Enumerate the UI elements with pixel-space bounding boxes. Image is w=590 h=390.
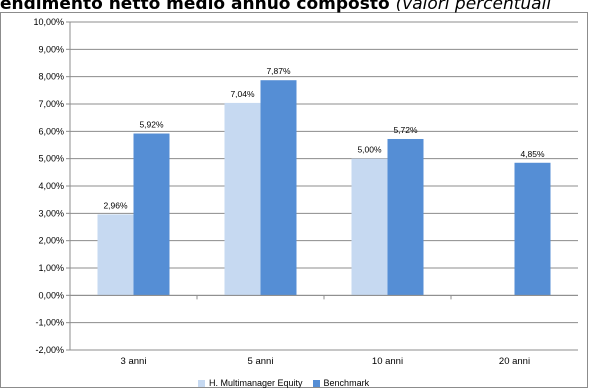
x-category-label: 5 anni — [248, 356, 274, 367]
legend-item-series-1: H. Multimanager Equity — [198, 378, 303, 388]
y-tick-label: 1,00% — [38, 263, 64, 273]
data-label: 5,72% — [393, 125, 418, 135]
y-tick-label: 2,00% — [38, 236, 64, 246]
y-tick-label: 9,00% — [38, 44, 64, 54]
y-tick-label: 6,00% — [38, 126, 64, 136]
data-label: 5,00% — [357, 145, 382, 155]
x-category-label: 3 anni — [121, 356, 147, 367]
legend-label-series-2: Benchmark — [323, 378, 370, 388]
data-label: 7,04% — [230, 89, 255, 99]
y-tick-label: 10,00% — [33, 17, 64, 27]
y-tick-label: 0,00% — [38, 290, 64, 300]
legend: H. Multimanager Equity Benchmark — [198, 378, 369, 388]
data-label: 5,92% — [139, 120, 164, 130]
chart-title-main: endimento netto medio annuo composto — [0, 0, 390, 14]
bar-series-1 — [351, 158, 388, 296]
chart-title: endimento netto medio annuo composto (va… — [0, 0, 551, 14]
chart-frame — [0, 12, 588, 388]
bar-series-2 — [133, 133, 170, 296]
bar-series-2 — [514, 162, 551, 296]
data-label: 2,96% — [103, 200, 128, 210]
y-tick-label: 5,00% — [38, 154, 64, 164]
bar-series-2 — [260, 80, 297, 296]
chart-title-subtitle: (valori percentuali — [395, 0, 552, 14]
y-tick-label: 4,00% — [38, 181, 64, 191]
y-tick-label: -2,00% — [35, 345, 64, 355]
y-tick-label: -1,00% — [35, 318, 64, 328]
bar-series-2 — [387, 138, 424, 296]
y-tick-label: 7,00% — [38, 99, 64, 109]
legend-label-series-1: H. Multimanager Equity — [209, 378, 303, 388]
data-label: 7,87% — [266, 66, 291, 76]
bar-series-1 — [224, 102, 261, 296]
y-tick-label: 8,00% — [38, 72, 64, 82]
legend-item-series-2: Benchmark — [312, 378, 370, 388]
data-label: 4,85% — [520, 149, 545, 159]
x-category-label: 20 anni — [499, 356, 530, 367]
bar-series-1 — [97, 214, 134, 296]
x-category-label: 10 anni — [372, 356, 403, 367]
legend-swatch-series-1 — [198, 379, 205, 387]
y-tick-label: 3,00% — [38, 208, 64, 218]
legend-swatch-series-2 — [312, 379, 320, 387]
